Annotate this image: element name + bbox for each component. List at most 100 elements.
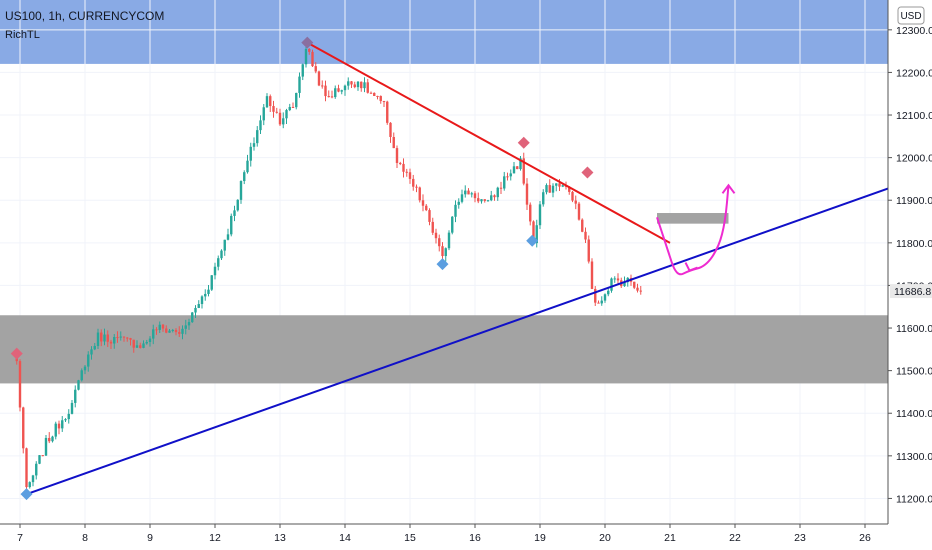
- candle-body: [278, 112, 282, 125]
- candle-body: [545, 185, 548, 193]
- candle-body: [603, 294, 607, 301]
- candle-body: [532, 221, 535, 244]
- price-axis[interactable]: [888, 0, 932, 524]
- price-tick-label: 11600.0: [896, 323, 932, 335]
- candle-body: [477, 198, 480, 202]
- time-tick-label: 14: [339, 532, 351, 544]
- candle-body: [353, 84, 356, 88]
- candle-body: [48, 437, 51, 442]
- resistance-trendline[interactable]: [306, 41, 671, 244]
- support-trendline[interactable]: [26, 186, 892, 496]
- candle-body: [285, 110, 288, 119]
- candlestick-series: [15, 45, 642, 493]
- breakout-target-zone: [657, 213, 729, 224]
- candle-body: [486, 200, 490, 202]
- candle-body: [512, 166, 516, 174]
- candle-body: [584, 231, 587, 240]
- candle-body: [301, 64, 304, 77]
- candle-body: [282, 118, 285, 125]
- time-axis[interactable]: [0, 524, 932, 550]
- candle-body: [441, 246, 444, 257]
- candle-body: [311, 51, 314, 67]
- price-tick-label: 12200.0: [896, 67, 932, 79]
- candle-body: [249, 146, 252, 161]
- currency-button[interactable]: USD: [897, 6, 925, 25]
- candle-body: [493, 195, 496, 198]
- candle-body: [236, 199, 239, 211]
- pivot-diamond-red: [581, 166, 594, 179]
- candle-body: [80, 370, 83, 381]
- candle-body: [135, 345, 139, 348]
- candle-body: [421, 200, 425, 206]
- candle-body: [454, 204, 457, 217]
- candle-body: [590, 261, 594, 289]
- candle-body: [96, 332, 100, 346]
- candle-body: [197, 304, 200, 308]
- price-tick-label: 11200.0: [896, 493, 932, 505]
- candle-body: [473, 193, 477, 199]
- candle-body: [207, 289, 210, 294]
- candle-body: [103, 334, 106, 342]
- candle-body: [308, 48, 311, 52]
- candle-body: [350, 81, 353, 85]
- candle-body: [330, 96, 334, 98]
- candle-body: [408, 172, 412, 179]
- candle-body: [168, 330, 171, 333]
- symbol-title[interactable]: US100, 1h, CURRENCYCOM: [5, 9, 164, 23]
- candle-body: [129, 338, 132, 340]
- time-tick-label: 15: [404, 532, 416, 544]
- candle-body: [317, 71, 321, 86]
- currency-button-label[interactable]: USD: [900, 11, 921, 22]
- candle-body: [431, 221, 434, 233]
- candle-body: [191, 312, 194, 323]
- candle-body: [639, 290, 642, 292]
- candle-body: [542, 192, 545, 205]
- candle-body: [356, 81, 360, 88]
- candle-body: [551, 185, 555, 193]
- candle-body: [428, 210, 431, 222]
- candle-body: [392, 136, 395, 149]
- time-tick-label: 20: [599, 532, 611, 544]
- candle-body: [171, 329, 174, 331]
- indicator-label[interactable]: RichTL: [5, 29, 40, 41]
- candle-body: [44, 437, 48, 456]
- candle-body: [184, 325, 187, 329]
- candle-body: [83, 366, 87, 371]
- candle-body: [600, 300, 603, 304]
- candle-body: [181, 328, 184, 334]
- time-tick-label: 16: [469, 532, 481, 544]
- candle-body: [74, 389, 77, 403]
- candle-body: [187, 322, 191, 326]
- candle-body: [467, 190, 470, 195]
- time-tick-label: 19: [534, 532, 546, 544]
- candle-body: [581, 219, 584, 232]
- candle-body: [535, 225, 538, 244]
- currency-button-frame[interactable]: [897, 6, 925, 25]
- candle-body: [483, 199, 486, 201]
- candle-body: [93, 345, 96, 350]
- candle-body: [126, 337, 129, 339]
- candle-body: [262, 107, 265, 121]
- candle-body: [324, 85, 327, 97]
- candle-body: [155, 329, 158, 331]
- candle-body: [444, 248, 447, 257]
- candle-body: [90, 349, 93, 355]
- candle-body: [415, 186, 418, 188]
- pivot-diamond-blue: [20, 488, 33, 501]
- candle-body: [116, 337, 119, 339]
- candle-body: [470, 193, 473, 195]
- candle-body: [194, 307, 197, 313]
- time-axis-ticks: 7 8 9 12 13 14 15 16 19 20 21 22 23 26: [17, 524, 871, 544]
- candle-body: [447, 232, 451, 249]
- candle-body: [314, 66, 317, 72]
- candle-body: [119, 336, 122, 338]
- candle-body: [226, 234, 230, 240]
- candle-body: [405, 171, 408, 173]
- candle-body: [217, 258, 220, 267]
- candle-body: [109, 341, 113, 344]
- candle-body: [22, 407, 25, 449]
- candle-body: [363, 82, 366, 89]
- candle-body: [636, 287, 639, 291]
- time-tick-label: 9: [147, 532, 153, 544]
